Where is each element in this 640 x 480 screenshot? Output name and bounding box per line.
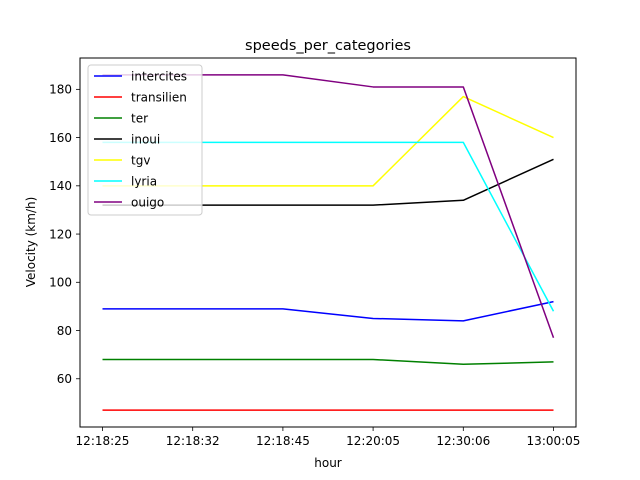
y-tick-label: 180 xyxy=(49,83,72,97)
x-axis: 12:18:25 12:18:32 12:18:45 12:20:05 12:30:06… xyxy=(76,427,581,448)
series-line-intercites xyxy=(102,300,554,322)
y-tick-label: 120 xyxy=(49,227,72,241)
legend-label-ouigo: ouigo xyxy=(131,195,164,209)
legend-label-transilien: transilien xyxy=(131,90,187,104)
x-tick-label: 12:18:45 xyxy=(256,434,310,448)
y-axis-label: Velocity (km/h) xyxy=(24,197,38,288)
y-tick-label: 60 xyxy=(57,372,72,386)
plot-frame xyxy=(79,57,577,428)
series-line-ter xyxy=(102,358,554,366)
y-tick-label: 140 xyxy=(49,179,72,193)
y-tick-label: 160 xyxy=(49,131,72,145)
legend-box xyxy=(87,64,203,216)
legend-label-tgv: tgv xyxy=(131,153,150,167)
legend-label-intercites: intercites xyxy=(131,69,187,83)
legend-label-inoui: inoui xyxy=(131,132,160,146)
x-tick-label: 12:18:25 xyxy=(76,434,130,448)
y-tick-label: 100 xyxy=(49,276,72,290)
x-tick-label: 13:00:05 xyxy=(527,434,581,448)
x-axis-label: hour xyxy=(314,456,342,470)
x-tick-label: 12:30:06 xyxy=(436,434,490,448)
legend-label-ter: ter xyxy=(131,111,148,125)
legend: intercites transilien ter inoui tgv lyria ouig… xyxy=(87,64,203,216)
x-tick-label: 12:20:05 xyxy=(346,434,400,448)
x-tick-label: 12:18:32 xyxy=(166,434,220,448)
y-axis: 60 80 100 120 140 160 180 xyxy=(49,83,80,386)
chart-title: speeds_per_categories xyxy=(245,38,411,54)
legend-label-lyria: lyria xyxy=(131,174,157,188)
y-tick-label: 80 xyxy=(57,324,72,338)
